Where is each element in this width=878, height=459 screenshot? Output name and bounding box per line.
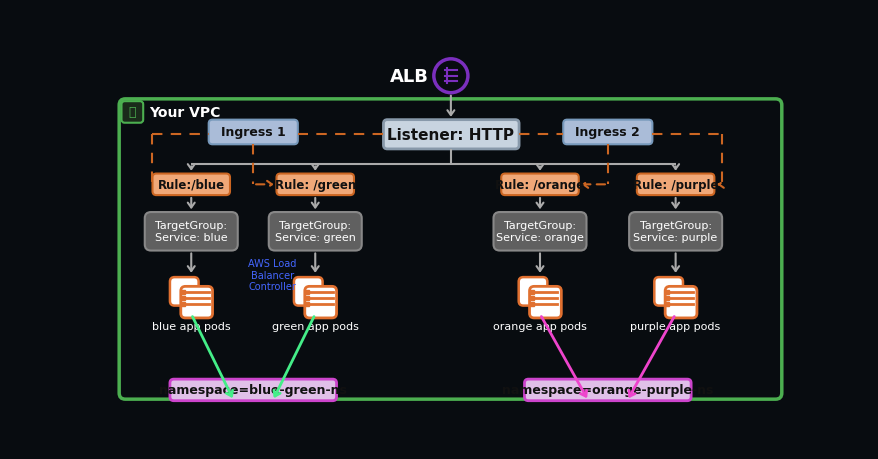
FancyBboxPatch shape	[529, 287, 561, 318]
FancyBboxPatch shape	[500, 174, 578, 196]
Text: TargetGroup:
Service: blue: TargetGroup: Service: blue	[155, 221, 227, 242]
Text: blue app pods: blue app pods	[152, 321, 230, 331]
FancyBboxPatch shape	[665, 287, 696, 318]
FancyBboxPatch shape	[518, 278, 547, 306]
FancyBboxPatch shape	[524, 379, 690, 401]
FancyBboxPatch shape	[269, 213, 362, 251]
FancyBboxPatch shape	[653, 278, 682, 306]
Text: AWS Load
Balancer
Controller: AWS Load Balancer Controller	[248, 259, 297, 292]
Text: namespace=orange-purple-ns: namespace=orange-purple-ns	[501, 384, 713, 397]
FancyBboxPatch shape	[121, 102, 143, 123]
FancyBboxPatch shape	[145, 213, 237, 251]
Text: purple app pods: purple app pods	[630, 321, 720, 331]
FancyBboxPatch shape	[383, 120, 519, 150]
Text: Listener: HTTP: Listener: HTTP	[387, 128, 514, 142]
Text: 🔒: 🔒	[128, 106, 136, 119]
Text: orange app pods: orange app pods	[493, 321, 587, 331]
Text: TargetGroup:
Service: green: TargetGroup: Service: green	[275, 221, 356, 242]
Text: Rule:/blue: Rule:/blue	[157, 179, 225, 191]
FancyBboxPatch shape	[152, 174, 230, 196]
FancyBboxPatch shape	[493, 213, 586, 251]
Text: Rule: /purple: Rule: /purple	[632, 179, 717, 191]
FancyBboxPatch shape	[119, 100, 781, 399]
FancyBboxPatch shape	[305, 287, 336, 318]
Circle shape	[434, 60, 467, 94]
Text: TargetGroup:
Service: orange: TargetGroup: Service: orange	[495, 221, 583, 242]
Text: Rule: /orange: Rule: /orange	[495, 179, 584, 191]
Text: Rule: /green: Rule: /green	[274, 179, 356, 191]
Text: Ingress 1: Ingress 1	[220, 126, 285, 139]
FancyBboxPatch shape	[293, 278, 322, 306]
FancyBboxPatch shape	[277, 174, 354, 196]
FancyBboxPatch shape	[629, 213, 722, 251]
Text: ALB: ALB	[390, 67, 428, 85]
FancyBboxPatch shape	[181, 287, 212, 318]
Text: green app pods: green app pods	[271, 321, 358, 331]
FancyBboxPatch shape	[169, 379, 336, 401]
FancyBboxPatch shape	[208, 120, 298, 145]
FancyBboxPatch shape	[563, 120, 651, 145]
FancyBboxPatch shape	[169, 278, 198, 306]
FancyBboxPatch shape	[637, 174, 714, 196]
Text: Your VPC: Your VPC	[148, 106, 220, 120]
Text: namespace=blue-green-ns: namespace=blue-green-ns	[159, 384, 347, 397]
Text: TargetGroup:
Service: purple: TargetGroup: Service: purple	[633, 221, 717, 242]
Text: Ingress 2: Ingress 2	[575, 126, 639, 139]
